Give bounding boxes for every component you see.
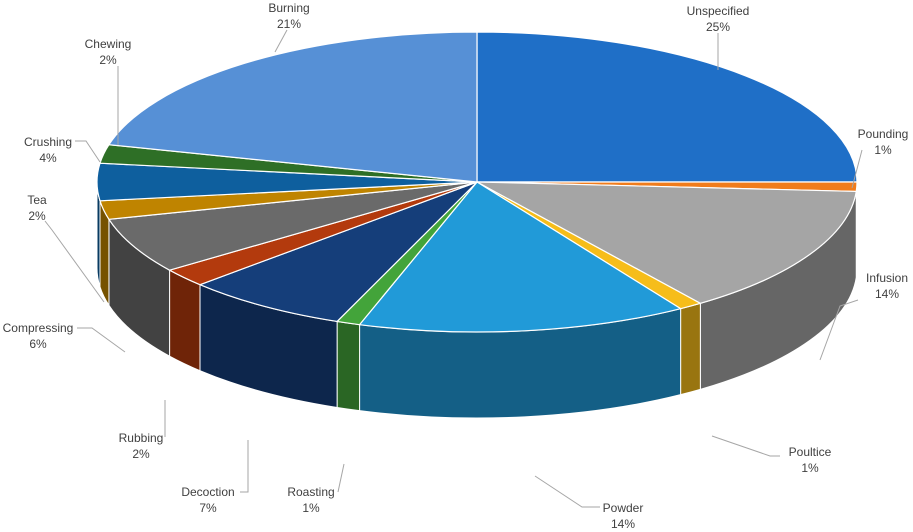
slice-value-roasting: 1% [302,501,320,515]
slice-label-decoction: Decoction [181,485,234,499]
leader-line-roasting [337,463,345,493]
leader-line-poultice [711,435,780,457]
slice-compressing [107,181,478,271]
leader-line-pounding [851,149,863,189]
leader-line-crushing [75,140,101,163]
slice-value-powder: 14% [611,517,635,531]
slice-value-chewing: 2% [99,53,117,67]
slice-burning [107,31,478,183]
slice-side-rubbing [169,269,201,372]
slice-label-pounding: Pounding [858,127,909,141]
slice-value-decoction: 7% [199,501,217,515]
slice-powder [358,181,683,333]
slice-label-infusion: Infusion [866,271,908,285]
slice-value-unspecified: 25% [706,20,730,34]
slice-value-burning: 21% [277,17,301,31]
slice-value-infusion: 14% [875,287,899,301]
slice-side-roasting [336,320,361,412]
slice-side-poultice [680,302,701,396]
slice-decoction [198,181,478,323]
slice-infusion [476,181,857,304]
slice-label-chewing: Chewing [85,37,132,51]
slice-label-compressing: Compressing [3,321,74,335]
slice-value-crushing: 4% [39,151,57,165]
slice-value-pounding: 1% [874,143,892,157]
pie-labels: Unspecified 25% Pounding 1% Infusion 14% Poult… [3,1,909,531]
pie-slices [96,31,858,333]
leader-line-compressing [77,327,126,353]
leader-line-infusion [819,299,859,361]
slice-value-compressing: 6% [29,337,47,351]
slice-label-roasting: Roasting [287,485,334,499]
slice-label-burning: Burning [268,1,309,15]
slice-value-poultice: 1% [801,461,819,475]
slice-value-rubbing: 2% [132,447,150,461]
slice-label-unspecified: Unspecified [687,4,750,18]
leader-line-burning [274,29,288,53]
slice-label-tea: Tea [27,193,47,207]
slice-label-poultice: Poultice [789,445,832,459]
slice-value-tea: 2% [28,209,46,223]
slice-label-crushing: Crushing [24,135,72,149]
slice-unspecified [476,31,858,183]
slice-label-rubbing: Rubbing [119,431,164,445]
leader-line-powder [534,475,600,508]
pie-sides [96,181,858,419]
leader-line-decoction [240,440,249,493]
slice-label-powder: Powder [603,501,644,515]
leader-line-tea [44,220,105,303]
